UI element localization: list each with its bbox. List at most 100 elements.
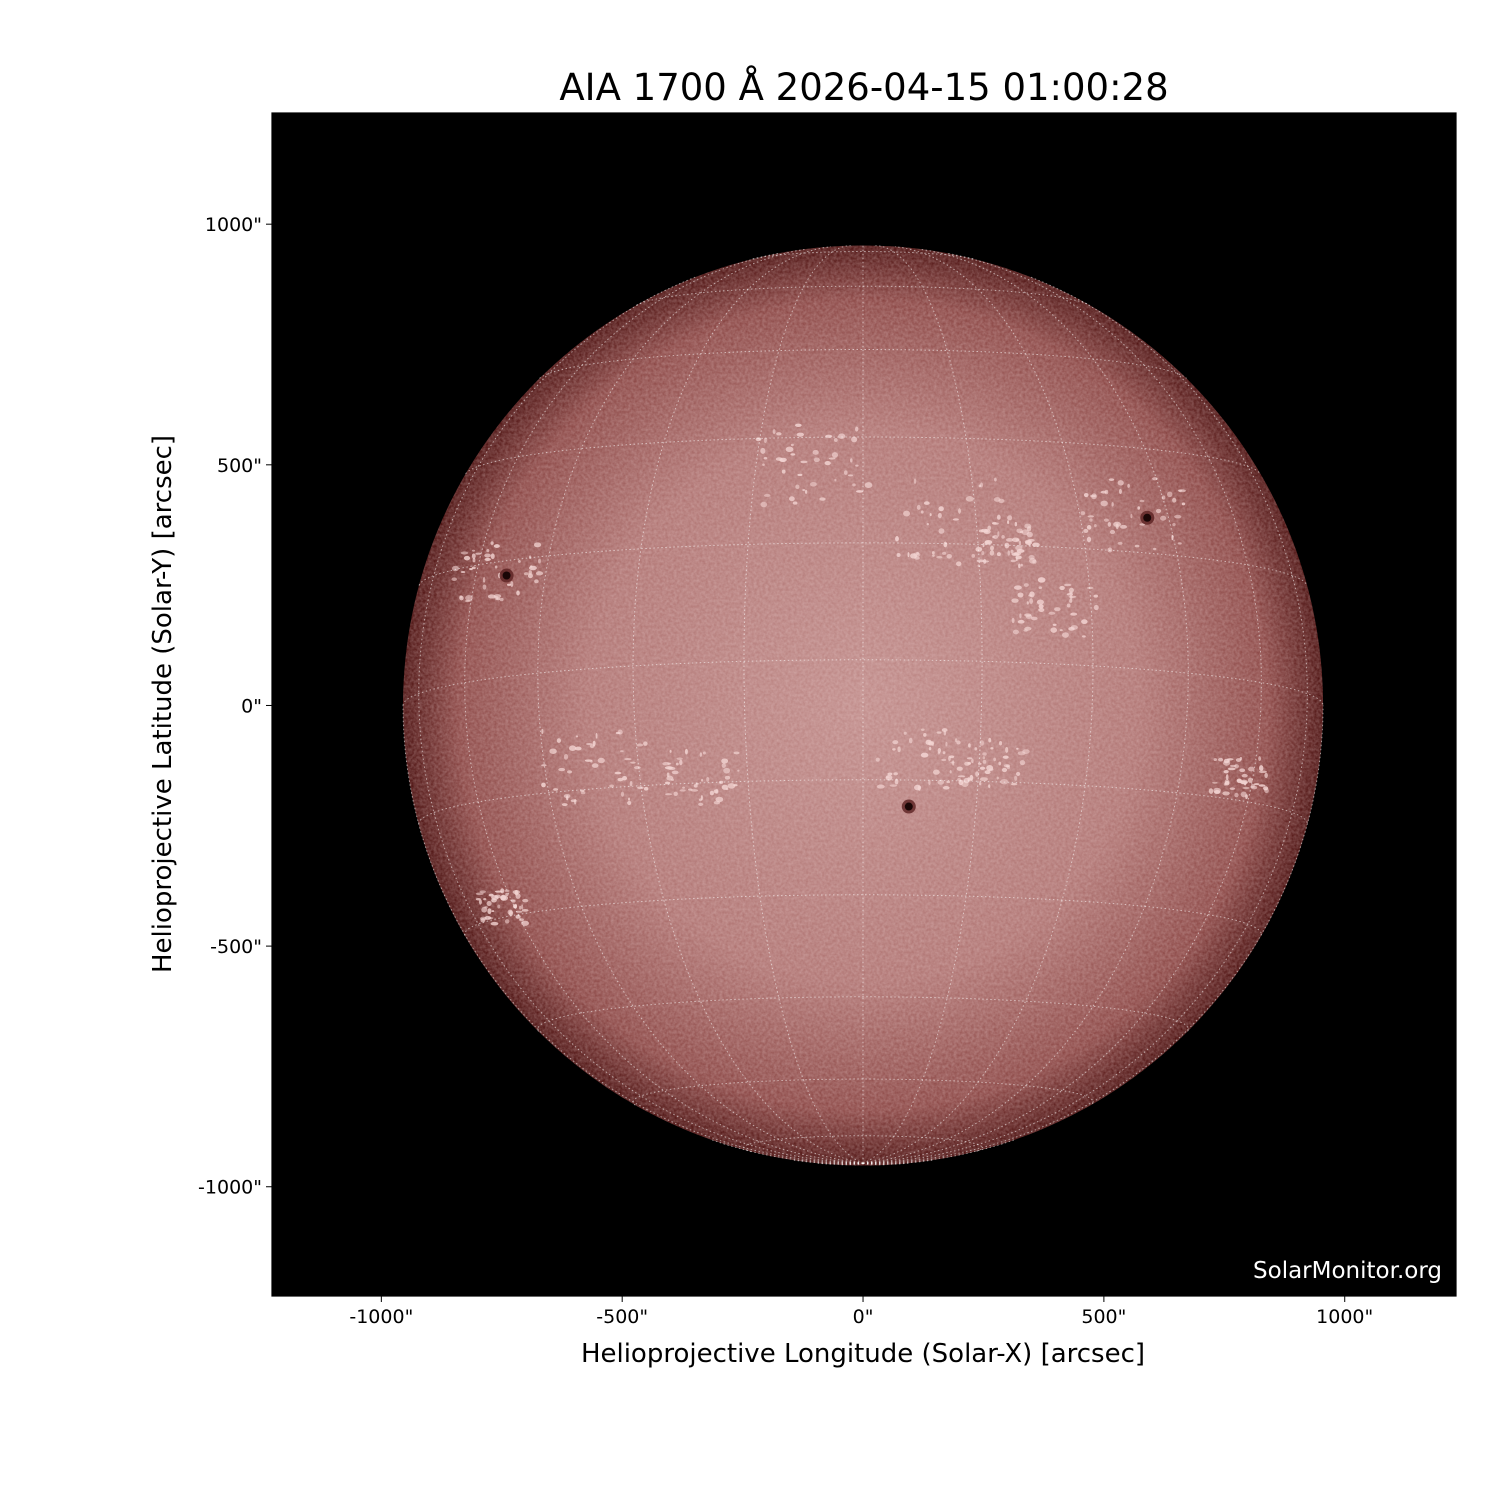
plage-patch (541, 782, 546, 788)
plage-patch (1024, 523, 1032, 529)
plage-patch (617, 777, 624, 782)
plage-patch (488, 893, 494, 897)
plage-patch (676, 757, 683, 760)
plage-patch (508, 910, 513, 917)
plage-patch (566, 770, 573, 774)
plage-patch (1139, 499, 1145, 503)
plage-patch (894, 778, 899, 785)
plage-patch (715, 788, 719, 794)
plage-patch (516, 590, 520, 596)
plage-patch (941, 758, 947, 762)
plage-patch (942, 785, 950, 790)
x-axis-ticks: -1000" -500" 0" 500" 1000" (349, 1296, 1373, 1328)
plage-patch (998, 761, 1002, 766)
plage-patch (802, 488, 806, 491)
plage-patch (971, 758, 974, 764)
plage-patch (1011, 617, 1015, 624)
plage-patch (1029, 591, 1035, 598)
y-tick-label: -500" (210, 936, 262, 958)
plage-patch (701, 778, 704, 782)
plage-patch (527, 573, 533, 579)
plage-patch (471, 553, 476, 559)
plage-patch (464, 599, 471, 603)
plage-patch (1218, 757, 1224, 762)
plage-patch (1015, 556, 1018, 562)
plage-patch (1059, 585, 1065, 591)
plage-patch (1080, 511, 1086, 516)
plage-patch (979, 482, 984, 488)
plage-patch (490, 553, 495, 560)
plage-patch (1019, 613, 1022, 619)
meridian-line (862, 246, 1094, 1164)
sunspot-umbra (904, 802, 913, 811)
plage-patch (1093, 604, 1099, 611)
plage-patch (469, 567, 473, 571)
plage-patch (494, 894, 501, 899)
plage-patch (636, 743, 644, 747)
plage-patch (989, 550, 995, 556)
plage-patch (1171, 534, 1174, 541)
plage-patch (893, 772, 898, 776)
plage-patch (1038, 586, 1043, 590)
plage-patch (775, 457, 783, 461)
meridian-line (862, 705, 1324, 1164)
plage-patch (875, 757, 880, 762)
plage-patch (895, 536, 899, 542)
plage-patch (482, 576, 486, 583)
plage-patch (1010, 559, 1017, 563)
plage-patch (913, 478, 917, 484)
plage-patch (928, 746, 932, 751)
plage-patch (1160, 515, 1167, 521)
plage-patch (1241, 773, 1248, 778)
sunspots (499, 510, 1155, 814)
plage-patch (966, 757, 973, 760)
plage-patch (460, 571, 466, 574)
plage-patch (561, 803, 568, 807)
plage-patch (484, 557, 491, 561)
plage-patch (929, 513, 932, 517)
plage-patch (1018, 540, 1022, 546)
plage-patch (887, 772, 893, 776)
plage-patch (451, 565, 459, 572)
plage-patch (693, 783, 698, 788)
plage-patch (974, 747, 978, 751)
plage-patch (499, 597, 504, 602)
plage-patch (996, 514, 1001, 520)
sunspot-umbra (1143, 513, 1152, 522)
plage-patch (1020, 563, 1023, 567)
plage-patch (1086, 525, 1092, 530)
plage-patch (952, 518, 959, 521)
plage-patch (475, 898, 481, 901)
parallel-line (418, 542, 1308, 586)
plage-patch (897, 746, 901, 753)
plage-patch (1172, 497, 1177, 503)
plage-patch (1038, 607, 1045, 612)
plage-patch (521, 920, 529, 926)
plage-patch (1174, 514, 1182, 519)
plage-patch (563, 753, 569, 760)
plage-patch (1107, 521, 1112, 527)
plage-patch (1243, 782, 1247, 786)
plage-patch (932, 769, 940, 775)
plage-patch (982, 756, 986, 760)
plage-patch (620, 750, 624, 753)
plage-patch (1100, 490, 1107, 494)
plage-patch (1032, 559, 1037, 564)
plage-patch (1166, 491, 1173, 498)
plage-patch (852, 483, 856, 487)
plage-patch (609, 784, 614, 788)
plage-patch (833, 438, 838, 443)
plage-patch (855, 426, 859, 432)
plage-patch (794, 423, 802, 428)
plage-patch (923, 732, 927, 737)
plage-patch (664, 781, 671, 785)
plage-patch (538, 558, 541, 564)
plage-patch (932, 554, 935, 557)
plage-patch (1225, 774, 1229, 780)
plage-patch (971, 553, 976, 558)
plage-patch (936, 731, 942, 734)
plage-patch (669, 749, 672, 753)
plage-patch (1001, 767, 1008, 773)
plage-patch (889, 784, 897, 787)
plage-patch (984, 770, 991, 775)
